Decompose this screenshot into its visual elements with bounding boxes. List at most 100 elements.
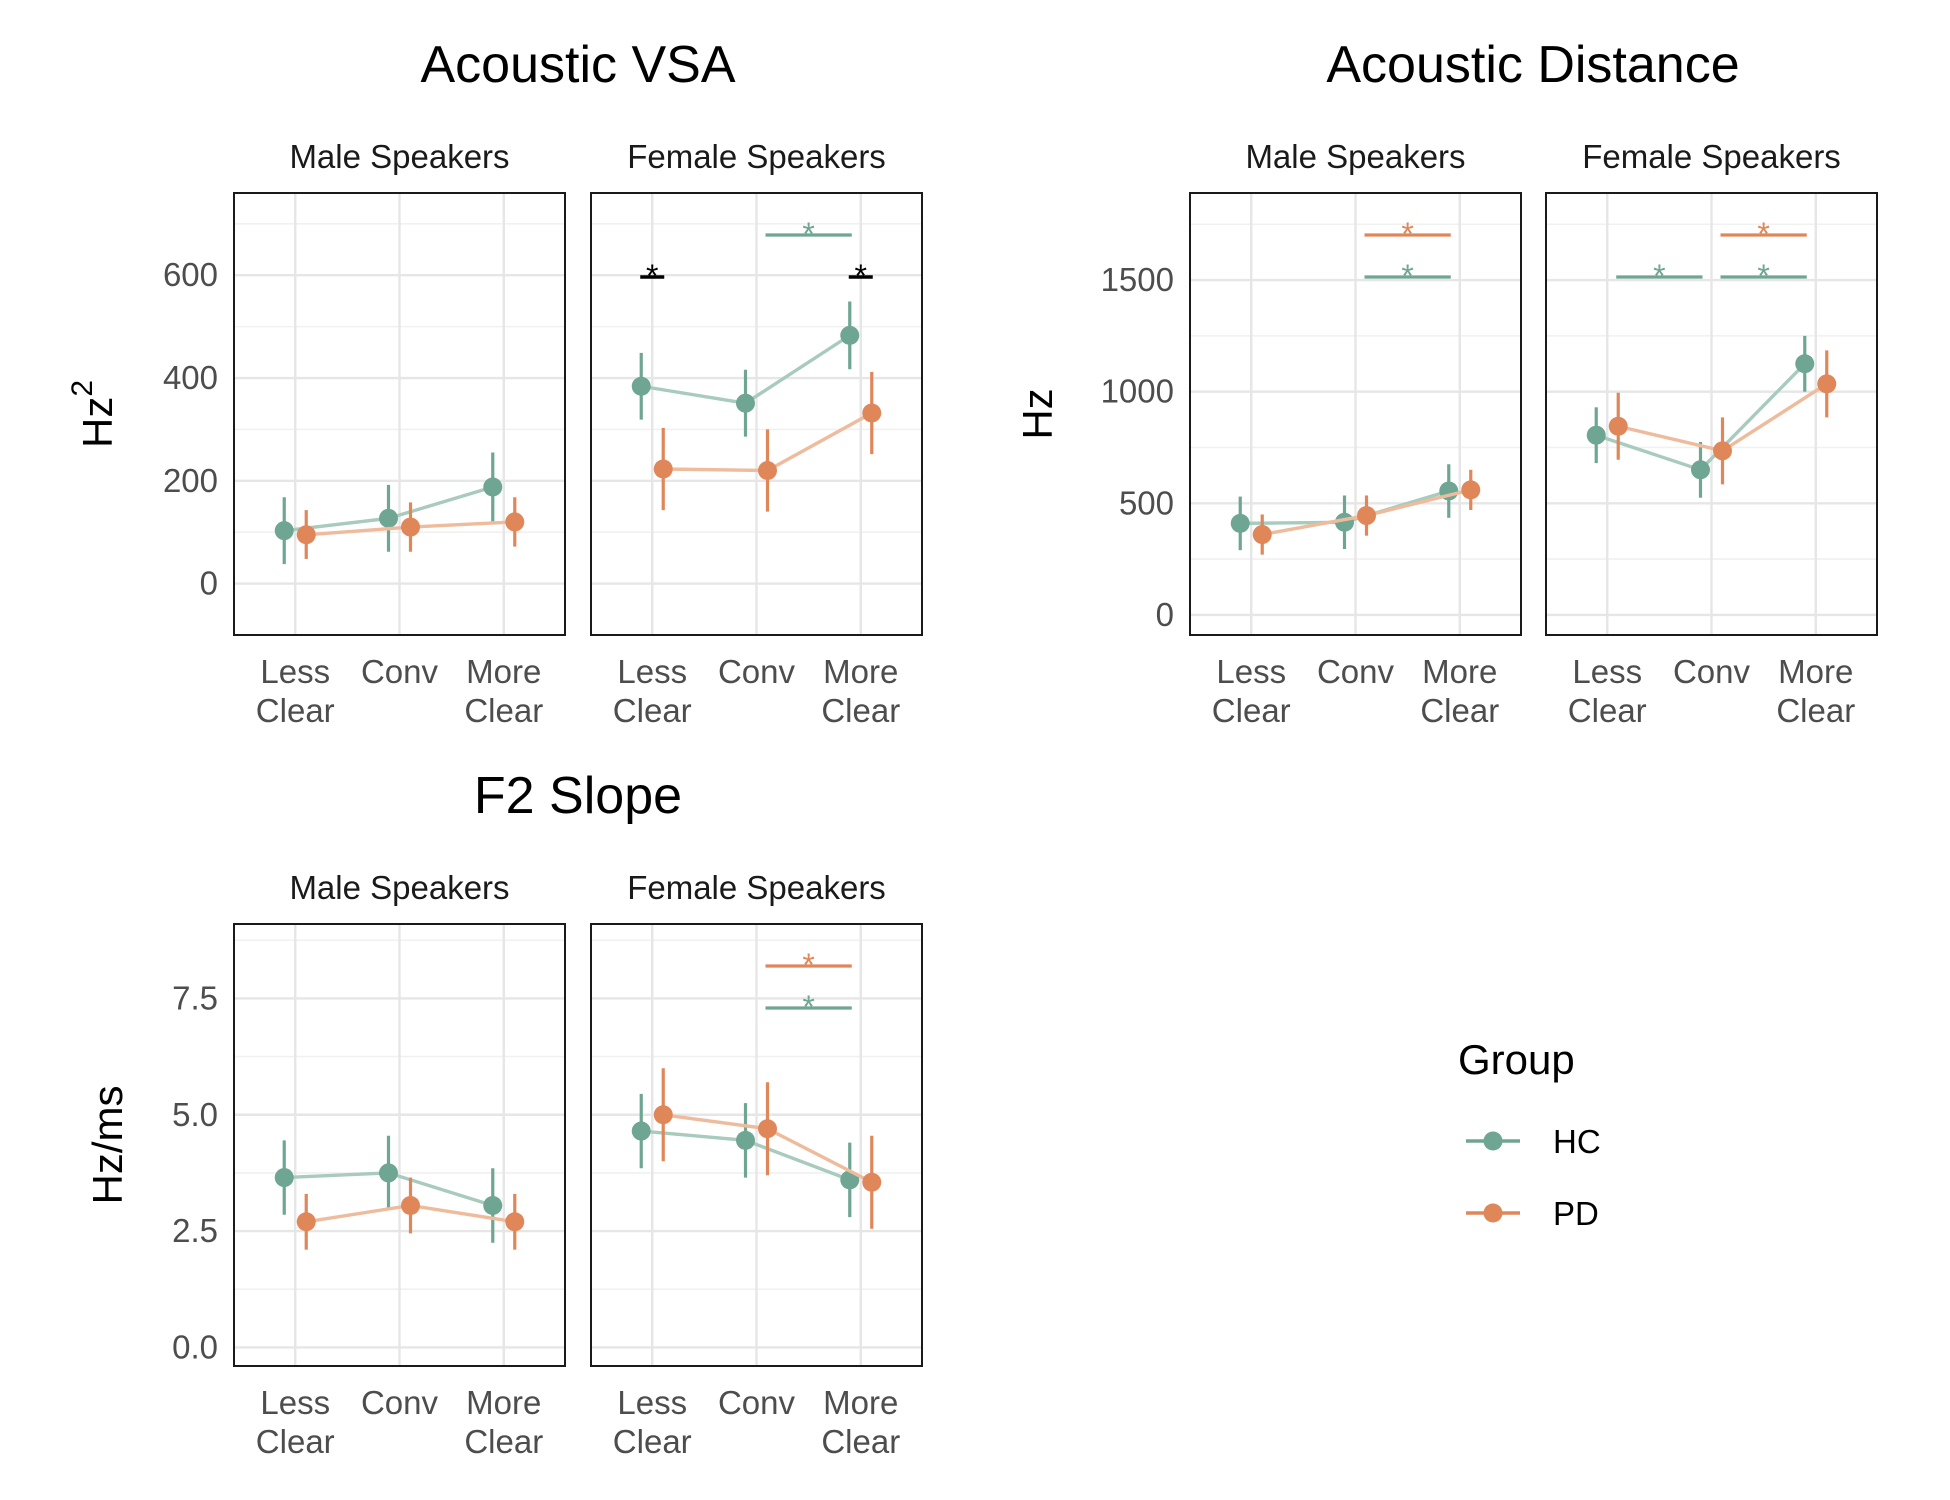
x-tick-label: More Clear: [464, 653, 543, 729]
data-point: [631, 1121, 651, 1141]
y-tick-label: 600: [163, 256, 218, 293]
chart-1: Acoustic Distance Hz 0 500 1000 1500 Male Spea…: [1014, 36, 1878, 729]
y-axis-title-text: Hz: [74, 397, 121, 448]
x-tick-label: More Clear: [821, 1384, 900, 1460]
y-axis-title: Hz2: [66, 380, 121, 448]
x-tick-label-line: More: [823, 653, 898, 690]
y-axis-title-superscript: 2: [66, 380, 99, 397]
strip-label: Male Speakers: [1245, 138, 1465, 175]
x-tick-label-line: Clear: [464, 692, 543, 729]
x-tick-label-line: Clear: [1212, 692, 1291, 729]
significance-star: *: [1757, 258, 1769, 294]
x-tick-label-line: Less: [260, 653, 330, 690]
data-point: [483, 477, 503, 497]
x-tick-label-line: Conv: [1673, 653, 1751, 690]
data-point: [653, 459, 673, 479]
x-tick-label-line: Clear: [464, 1423, 543, 1460]
x-tick-label: Conv: [361, 1384, 439, 1421]
data-point: [296, 525, 316, 545]
significance-marker: *: [765, 216, 852, 252]
x-tick-label: Less Clear: [613, 653, 692, 729]
data-point: [1230, 513, 1250, 533]
series-hc: [631, 301, 860, 437]
legend-label: HC: [1553, 1123, 1601, 1160]
x-tick-label-line: More: [1778, 653, 1853, 690]
data-point: [483, 1195, 503, 1215]
x-tick-label-line: Less: [260, 1384, 330, 1421]
data-point: [862, 1172, 882, 1192]
x-tick-label: More Clear: [464, 1384, 543, 1460]
chart-2: F2 Slope Hz/ms 0.0 2.5 5.0 7.5 Male Speakers Le…: [84, 767, 923, 1460]
x-tick-label-line: Less: [1216, 653, 1286, 690]
panel-border: [590, 192, 923, 636]
x-tick-label-line: Clear: [821, 1423, 900, 1460]
x-tick-label: Conv: [718, 1384, 796, 1421]
significance-star: *: [646, 258, 658, 294]
y-tick-label: 200: [163, 462, 218, 499]
significance-marker: *: [1720, 258, 1807, 294]
data-point: [653, 1105, 673, 1125]
data-point: [379, 508, 398, 528]
series-pd: [296, 497, 525, 559]
x-tick-label: Less Clear: [1568, 653, 1647, 729]
series-pd: [1608, 350, 1837, 485]
legend-item-hc: HC: [1466, 1123, 1601, 1160]
data-point: [1713, 441, 1732, 461]
chart-title: F2 Slope: [474, 767, 682, 825]
data-point: [736, 393, 755, 413]
x-tick-label-line: Conv: [361, 1384, 439, 1421]
x-tick-label-line: Clear: [1568, 692, 1647, 729]
data-point: [274, 1168, 294, 1188]
strip-label: Female Speakers: [627, 138, 886, 175]
y-tick-label: 2.5: [172, 1212, 218, 1249]
data-point: [379, 1163, 398, 1183]
x-tick-label-line: Conv: [1317, 653, 1395, 690]
significance-marker: *: [1720, 216, 1807, 252]
x-tick-label: More Clear: [1420, 653, 1499, 729]
plot-area: [234, 924, 565, 1366]
y-tick-label: 7.5: [172, 979, 218, 1016]
legend-key-point: [1483, 1203, 1503, 1223]
significance-star: *: [1401, 216, 1413, 252]
x-tick-label-line: Clear: [256, 692, 335, 729]
x-tick-label-line: Less: [617, 653, 687, 690]
legend-item-pd: PD: [1466, 1195, 1599, 1232]
y-axis-title: Hz: [1014, 388, 1061, 439]
significance-star: *: [802, 989, 814, 1025]
data-point: [736, 1130, 755, 1150]
data-point: [1357, 506, 1376, 526]
y-tick-label: 1000: [1101, 373, 1174, 410]
data-point: [1461, 480, 1481, 500]
x-tick-label: Conv: [1673, 653, 1751, 690]
significance-marker: *: [765, 947, 852, 983]
y-tick-label: 0: [200, 565, 218, 602]
data-point: [1817, 374, 1837, 394]
panel-border: [1189, 192, 1522, 636]
significance-star: *: [1653, 258, 1665, 294]
x-tick-label-line: More: [823, 1384, 898, 1421]
x-tick-label: Less Clear: [1212, 653, 1291, 729]
plot-area: [591, 924, 922, 1366]
x-tick-label-line: Conv: [361, 653, 439, 690]
series-hc: [1586, 335, 1815, 498]
data-point: [274, 521, 294, 541]
series-pd: [296, 1177, 525, 1250]
series-hc: [274, 1135, 503, 1243]
data-point: [758, 1119, 777, 1139]
data-point: [401, 517, 420, 537]
x-tick-label-line: Conv: [718, 653, 796, 690]
series-pd: [653, 371, 882, 512]
x-tick-label: Less Clear: [256, 1384, 335, 1460]
x-tick-label: More Clear: [821, 653, 900, 729]
x-tick-label: Conv: [361, 653, 439, 690]
y-tick-label: 5.0: [172, 1096, 218, 1133]
significance-star: *: [855, 258, 867, 294]
plot-area: [591, 193, 922, 635]
panel-border: [590, 923, 923, 1367]
x-tick-label-line: More: [466, 653, 541, 690]
y-tick-label: 0.0: [172, 1328, 218, 1365]
